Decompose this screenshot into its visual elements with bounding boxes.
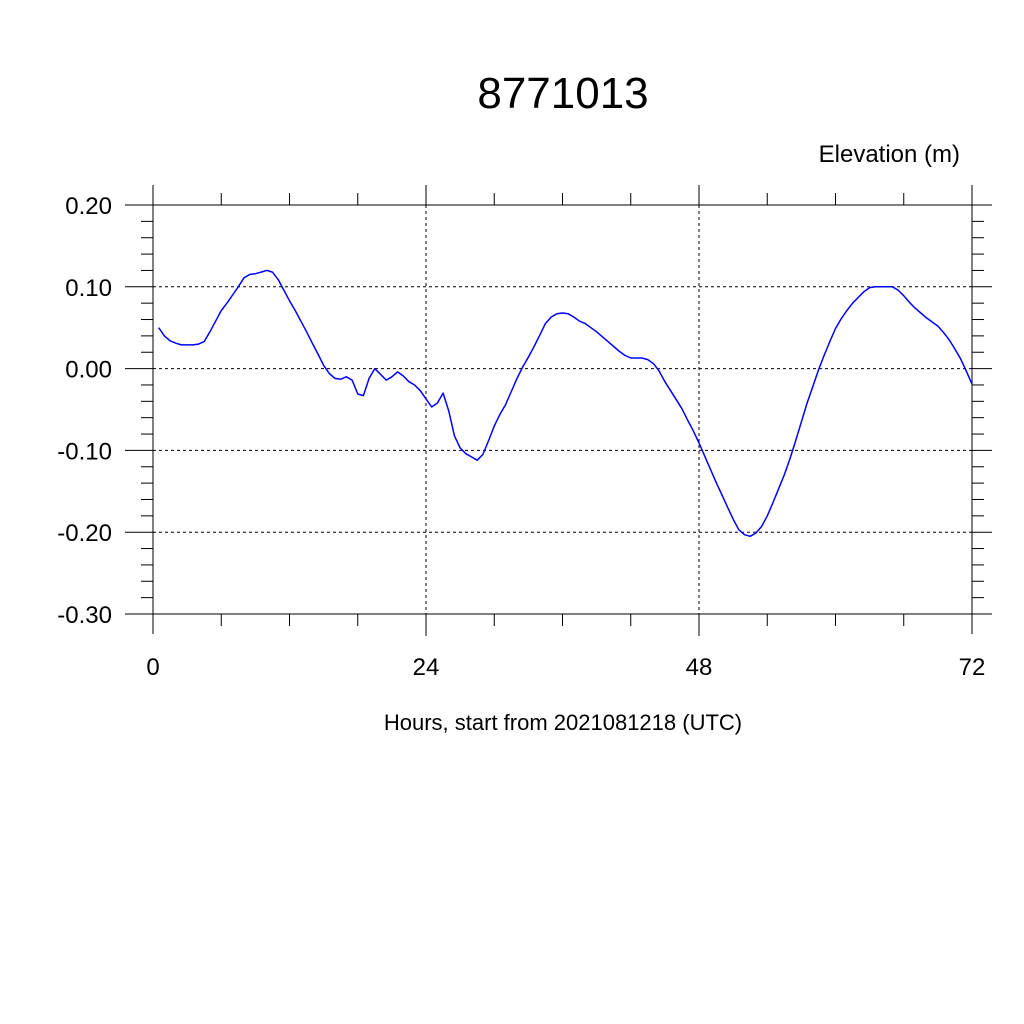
y-tick-label: 0.10 [65, 275, 112, 302]
y-tick-label: -0.10 [57, 438, 112, 465]
y-tick-labels: 0.20 0.10 0.00 -0.10 -0.20 -0.30 [57, 193, 112, 629]
y-axis-label: Elevation (m) [819, 141, 960, 168]
x-axis-label: Hours, start from 2021081218 (UTC) [384, 710, 742, 735]
x-tick-labels: 0 24 48 72 [146, 654, 985, 681]
y-tick-label: -0.30 [57, 602, 112, 629]
y-tick-label: 0.20 [65, 193, 112, 220]
series-group [158, 269, 973, 538]
x-tick-label: 48 [686, 654, 713, 681]
x-tick-label: 72 [959, 654, 986, 681]
x-tick-label: 0 [146, 654, 159, 681]
y-tick-label: -0.20 [57, 520, 112, 547]
major-ticks [125, 185, 992, 636]
minor-ticks [141, 193, 984, 626]
grid-lines [153, 204, 972, 614]
plot-frame [133, 185, 992, 634]
y-tick-label: 0.00 [65, 357, 112, 384]
series-line [158, 269, 973, 538]
x-tick-label: 24 [413, 654, 440, 681]
chart-title: 8771013 [477, 69, 648, 118]
